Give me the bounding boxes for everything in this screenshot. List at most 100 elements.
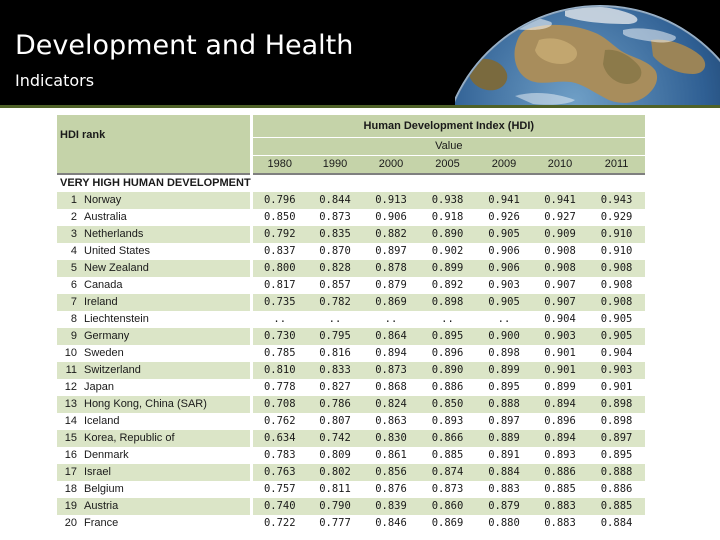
- hdi-value-cell: 0.901: [588, 379, 646, 396]
- country-cell: Korea, Republic of: [81, 430, 253, 447]
- hdi-value-cell: 0.883: [476, 481, 532, 498]
- hdi-value-cell: 0.873: [363, 362, 419, 379]
- hdi-value-cell: 0.903: [588, 362, 646, 379]
- hdi-value-cell: 0.905: [476, 294, 532, 311]
- hdi-value-cell: 0.850: [419, 396, 476, 413]
- hdi-value-cell: ..: [251, 311, 307, 328]
- table-row: 6 Canada 0.817 0.857 0.879 0.892 0.903 0.907 0.9…: [57, 277, 646, 294]
- country-cell: Belgium: [81, 481, 253, 498]
- country-cell: Liechtenstein: [81, 311, 253, 328]
- hdi-value-cell: 0.895: [588, 447, 646, 464]
- hdi-rank-cell: 1: [57, 192, 81, 209]
- hdi-rank-cell: 2: [57, 209, 81, 226]
- hdi-value-cell: 0.886: [532, 464, 588, 481]
- hdi-value-cell: 0.894: [532, 430, 588, 447]
- hdi-rank-header: HDI rank: [57, 115, 253, 156]
- hdi-value-cell: 0.883: [532, 515, 588, 532]
- hdi-value-cell: 0.899: [532, 379, 588, 396]
- hdi-value-cell: 0.856: [363, 464, 419, 481]
- hdi-value-cell: 0.783: [251, 447, 307, 464]
- hdi-value-cell: 0.898: [419, 294, 476, 311]
- hdi-value-cell: 0.833: [307, 362, 363, 379]
- hdi-value-cell: 0.904: [588, 345, 646, 362]
- hdi-value-cell: 0.938: [419, 192, 476, 209]
- hdi-value-cell: 0.846: [363, 515, 419, 532]
- hdi-table-body: VERY HIGH HUMAN DEVELOPMENT 1 Norway 0.796…: [57, 174, 646, 532]
- year-header: 1990: [307, 155, 363, 175]
- year-header: 1980: [251, 155, 307, 175]
- country-cell: Canada: [81, 277, 253, 294]
- hdi-value-cell: 0.879: [476, 498, 532, 515]
- hdi-value-cell: 0.926: [476, 209, 532, 226]
- hdi-value-cell: 0.708: [251, 396, 307, 413]
- hdi-value-cell: 0.882: [363, 226, 419, 243]
- slide-subtitle: Indicators: [15, 71, 95, 90]
- hdi-value-cell: 0.874: [419, 464, 476, 481]
- hdi-value-cell: 0.879: [363, 277, 419, 294]
- country-cell: Australia: [81, 209, 253, 226]
- hdi-value-cell: 0.811: [307, 481, 363, 498]
- hdi-value-cell: 0.786: [307, 396, 363, 413]
- table-row: 18 Belgium 0.757 0.811 0.876 0.873 0.883 0.885 0…: [57, 481, 646, 498]
- hdi-value-cell: 0.927: [532, 209, 588, 226]
- table-row: 15 Korea, Republic of 0.634 0.742 0.830 0.866…: [57, 430, 646, 447]
- hdi-value-cell: 0.740: [251, 498, 307, 515]
- table-row: 4 United States 0.837 0.870 0.897 0.902 0.906 0…: [57, 243, 646, 260]
- hdi-value-cell: 0.796: [251, 192, 307, 209]
- hdi-value-cell: 0.866: [419, 430, 476, 447]
- hdi-value-cell: 0.910: [588, 226, 646, 243]
- hdi-value-cell: 0.782: [307, 294, 363, 311]
- hdi-value-cell: 0.864: [363, 328, 419, 345]
- table-row: 1 Norway 0.796 0.844 0.913 0.938 0.941 0.941 0.9…: [57, 192, 646, 209]
- hdi-value-cell: 0.895: [419, 328, 476, 345]
- hdi-value-cell: 0.905: [588, 328, 646, 345]
- hdi-rank-cell: 8: [57, 311, 81, 328]
- hdi-value-cell: 0.898: [476, 345, 532, 362]
- title-banner: Development and Health Indicators: [0, 0, 720, 105]
- hdi-rank-cell: 12: [57, 379, 81, 396]
- year-header: 2011: [588, 155, 646, 175]
- hdi-value-cell: 0.868: [363, 379, 419, 396]
- hdi-value-cell: 0.901: [532, 345, 588, 362]
- hdi-value-cell: 0.908: [532, 260, 588, 277]
- country-cell: France: [81, 515, 253, 532]
- hdi-value-cell: 0.802: [307, 464, 363, 481]
- hdi-value-cell: 0.816: [307, 345, 363, 362]
- hdi-value-cell: 0.903: [476, 277, 532, 294]
- hdi-value-cell: 0.903: [532, 328, 588, 345]
- table-row: 11 Switzerland 0.810 0.833 0.873 0.890 0.899 0.…: [57, 362, 646, 379]
- year-header: 2010: [532, 155, 588, 175]
- hdi-value-cell: 0.889: [476, 430, 532, 447]
- hdi-value-cell: 0.929: [588, 209, 646, 226]
- hdi-value-cell: 0.722: [251, 515, 307, 532]
- hdi-value-cell: 0.890: [419, 362, 476, 379]
- hdi-value-cell: ..: [363, 311, 419, 328]
- hdi-value-cell: 0.883: [532, 498, 588, 515]
- earth-image: [455, 0, 720, 105]
- hdi-value-cell: 0.634: [251, 430, 307, 447]
- hdi-value-cell: 0.795: [307, 328, 363, 345]
- hdi-value-cell: 0.941: [476, 192, 532, 209]
- table-row: 19 Austria 0.740 0.790 0.839 0.860 0.879 0.883 0…: [57, 498, 646, 515]
- year-header: 2005: [419, 155, 476, 175]
- country-cell: New Zealand: [81, 260, 253, 277]
- hdi-value-cell: 0.890: [419, 226, 476, 243]
- group-label: VERY HIGH HUMAN DEVELOPMENT: [57, 174, 646, 192]
- hdi-value-cell: 0.763: [251, 464, 307, 481]
- hdi-value-cell: 0.777: [307, 515, 363, 532]
- table-row: 5 New Zealand 0.800 0.828 0.878 0.899 0.906 0.9…: [57, 260, 646, 277]
- country-cell: Hong Kong, China (SAR): [81, 396, 253, 413]
- hdi-value-cell: 0.790: [307, 498, 363, 515]
- country-cell: United States: [81, 243, 253, 260]
- country-cell: Ireland: [81, 294, 253, 311]
- hdi-rank-cell: 7: [57, 294, 81, 311]
- hdi-value-cell: 0.807: [307, 413, 363, 430]
- hdi-value-cell: 0.898: [588, 396, 646, 413]
- hdi-rank-cell: 16: [57, 447, 81, 464]
- hdi-rank-cell: 15: [57, 430, 81, 447]
- hdi-value-cell: 0.899: [419, 260, 476, 277]
- country-cell: Germany: [81, 328, 253, 345]
- hdi-value-cell: 0.902: [419, 243, 476, 260]
- country-cell: Netherlands: [81, 226, 253, 243]
- hdi-rank-cell: 5: [57, 260, 81, 277]
